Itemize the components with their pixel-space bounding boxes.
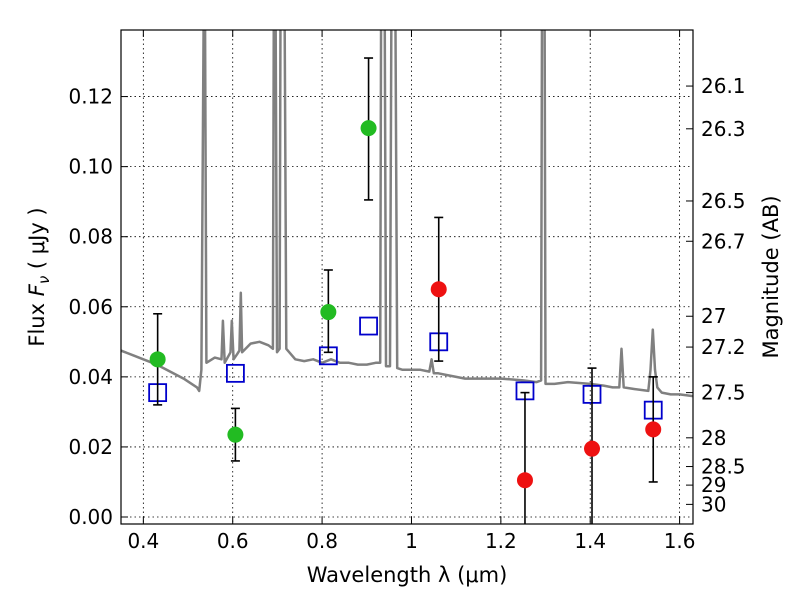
mag-tick-label: 28 bbox=[701, 426, 726, 450]
y-axis-label: Flux Fν ( μJy ) bbox=[25, 207, 53, 346]
observed-point-green bbox=[360, 120, 377, 137]
observed-point-green bbox=[149, 351, 166, 368]
observed-point-green bbox=[320, 304, 337, 321]
x-tick-label: 1.6 bbox=[664, 529, 696, 553]
mag-tick-label: 26.1 bbox=[701, 74, 746, 98]
x-tick-label: 0.8 bbox=[306, 529, 338, 553]
ticks: 0.4 0.6 0.8 1 1.2 1.4 1.6 0.00 0.02 0.04 0.06 0.08 0… bbox=[68, 30, 746, 553]
x-tick-label: 0.4 bbox=[127, 529, 159, 553]
x-tick-label: 1 bbox=[405, 529, 418, 553]
y-tick-label: 0.12 bbox=[68, 85, 113, 109]
y-axis-label-plain: Flux bbox=[25, 303, 49, 347]
data-layer bbox=[121, 30, 693, 524]
observed-point-red bbox=[430, 281, 447, 298]
mag-tick-label: 27 bbox=[701, 304, 726, 328]
y-axis-label-symbol: F bbox=[25, 283, 49, 296]
y2-axis-label: Magnitude (AB) bbox=[759, 195, 783, 358]
x-tick-label: 1.2 bbox=[485, 529, 517, 553]
y-tick-label: 0.00 bbox=[68, 505, 113, 529]
plot-frame bbox=[120, 29, 694, 525]
y-tick-label: 0.06 bbox=[68, 295, 113, 319]
mag-tick-label: 26.7 bbox=[701, 229, 746, 253]
observed-point-red bbox=[584, 440, 601, 457]
mag-tick-label: 26.3 bbox=[701, 117, 746, 141]
observed-point-red bbox=[516, 472, 533, 489]
y-tick-label: 0.04 bbox=[68, 365, 113, 389]
observed-point-green bbox=[227, 426, 244, 443]
y-axis-label-unit: ( μJy ) bbox=[25, 207, 49, 269]
mag-tick-label: 27.5 bbox=[701, 381, 746, 405]
x-tick-label: 0.6 bbox=[217, 529, 249, 553]
mag-tick-label: 26.5 bbox=[701, 189, 746, 213]
y-tick-label: 0.08 bbox=[68, 225, 113, 249]
mag-tick-label: 27.2 bbox=[701, 335, 746, 359]
observed-point-red bbox=[645, 421, 662, 438]
mag-tick-label: 29 bbox=[701, 473, 726, 497]
y-tick-label: 0.10 bbox=[68, 155, 113, 179]
sed-model-line bbox=[121, 30, 693, 398]
model-photometry-square bbox=[359, 316, 378, 336]
grid bbox=[121, 30, 693, 524]
mag-tick-label: 30 bbox=[701, 492, 726, 516]
y-tick-label: 0.02 bbox=[68, 435, 113, 459]
x-tick-label: 1.4 bbox=[574, 529, 606, 553]
mag-tick-label: 28.5 bbox=[701, 455, 746, 479]
y-axis-label-subscript: ν bbox=[35, 276, 53, 284]
model-photometry-square bbox=[225, 363, 245, 383]
plot-area bbox=[121, 30, 693, 524]
x-axis-label: Wavelength λ (μm) bbox=[307, 563, 508, 587]
